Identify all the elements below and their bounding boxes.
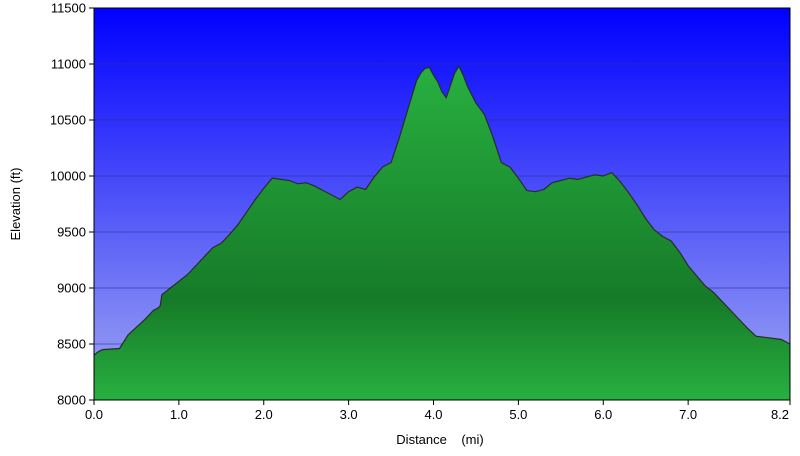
x-tick-label: 4.0 [424,407,442,422]
y-tick-label: 10000 [50,169,86,184]
y-tick-label: 11500 [51,1,86,16]
elevation-area [94,66,790,400]
plot-frame [93,7,791,401]
x-tick-label: 6.0 [594,407,612,422]
y-tick-label: 11000 [51,57,86,72]
y-axis-title: Elevation (ft) [8,168,23,241]
x-tick-label: 5.0 [509,407,527,422]
x-tick-label: 7.0 [679,407,697,422]
y-tick-label: 10500 [50,113,86,128]
y-tick-label: 8500 [57,337,86,352]
y-tick-label: 8000 [57,393,86,408]
x-tick-label: 2.0 [255,407,273,422]
x-tick-label: 8.2 [771,407,789,422]
y-tick-label: 9000 [57,281,86,296]
y-tick-label: 9500 [57,225,86,240]
elevation-line [93,64,791,356]
x-tick-label: 3.0 [340,407,358,422]
x-tick-label: 0.0 [85,407,103,422]
x-axis-ticks: 0.0 1.0 2.0 3.0 4.0 5.0 6.0 7.0 8.2 [85,400,791,422]
y-axis-ticks: 8000 8500 9000 9500 10000 10500 11000 11500 [50,1,94,408]
x-axis-title: Distance (mi) [396,432,483,447]
x-tick-label: 1.0 [170,407,188,422]
